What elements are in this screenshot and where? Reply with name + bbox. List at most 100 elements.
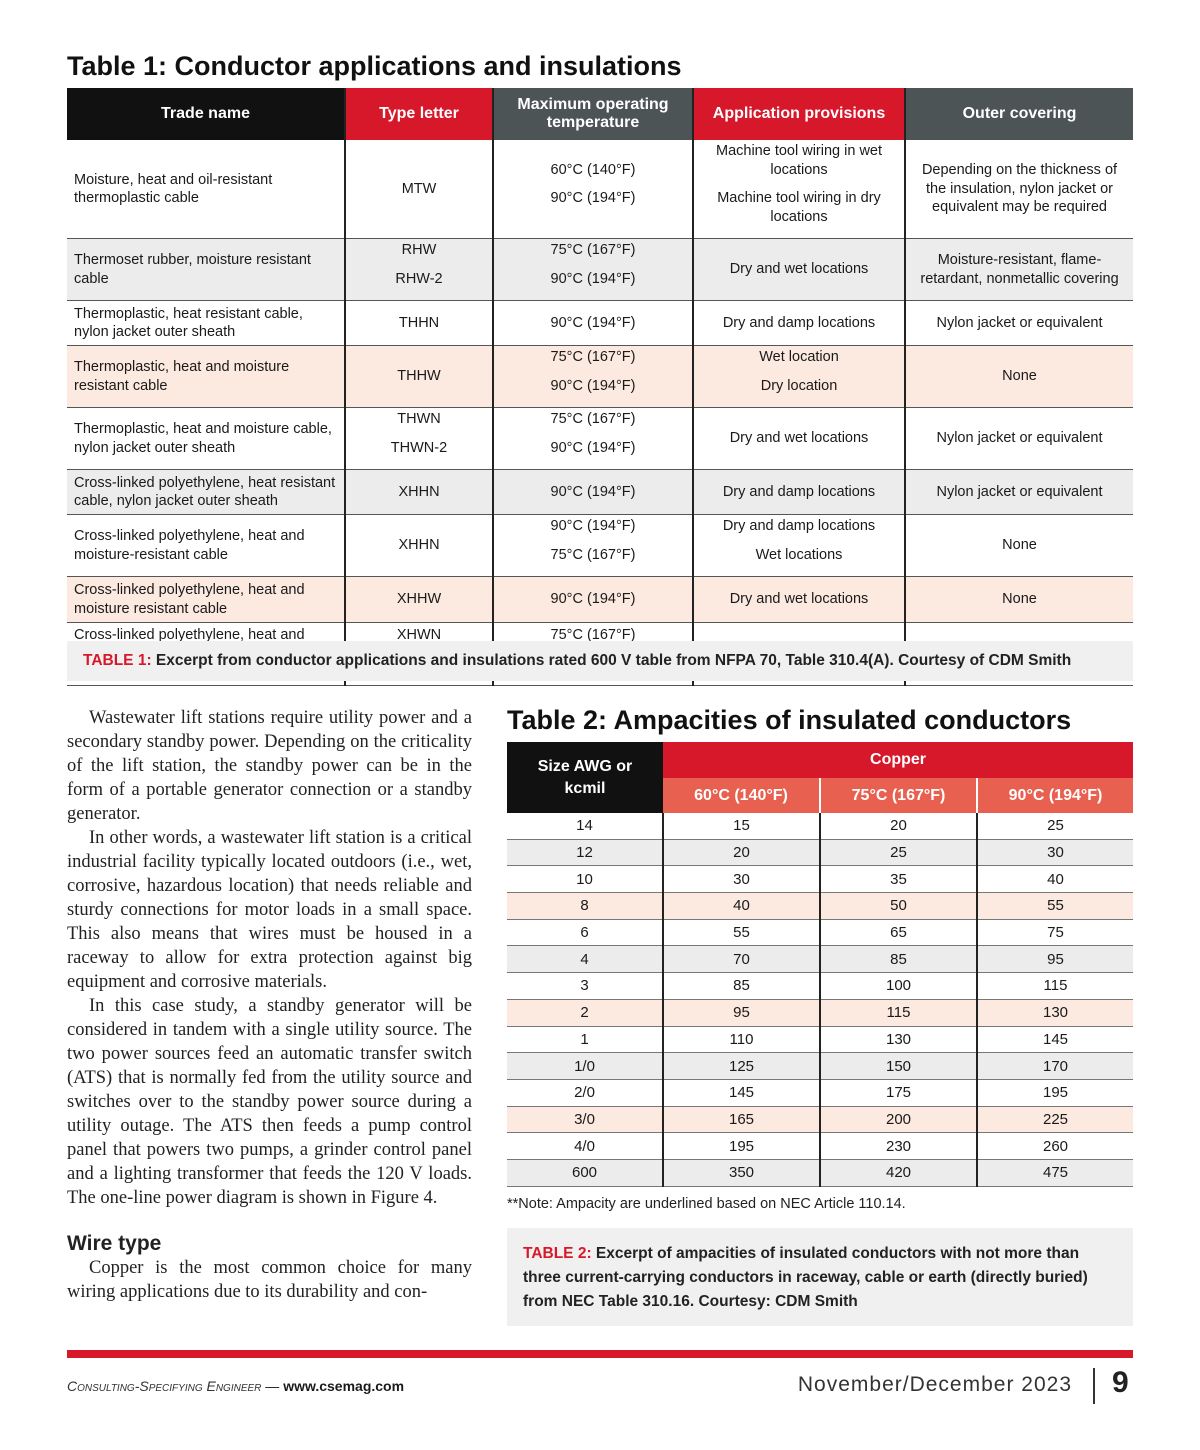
cell-line: Cross-linked polyethylene, heat resistan… xyxy=(74,474,336,510)
cell: 75°C (167°F) 90°C (194°F) xyxy=(492,238,693,301)
article: Wastewater lift stations require utility… xyxy=(67,706,472,1304)
table1-title: Table 1: Conductor applications and insu… xyxy=(67,51,682,81)
cell: 145 xyxy=(662,1079,820,1107)
cell-line: Dry and damp locations xyxy=(722,483,876,500)
cell: 350 xyxy=(662,1159,820,1187)
cell-line: Thermoplastic, heat resistant cable, nyl… xyxy=(74,305,303,341)
cell-line: 90°C (194°F) xyxy=(550,483,636,500)
cell: THWN THWN-2 xyxy=(344,407,493,470)
publication: Consulting-Specifying Engineer xyxy=(67,1378,262,1394)
cell-line: Dry location xyxy=(760,377,838,394)
row: 1 110 130 145 xyxy=(507,1026,1134,1054)
cell: 95 xyxy=(975,945,1134,974)
cell-line: Cross-linked polyethylene, heat and mois… xyxy=(74,582,305,617)
cell-line: Nylon jacket or equivalent xyxy=(936,483,1103,500)
cell-line: Dry and wet locations xyxy=(729,430,869,447)
cell-line: 90°C (194°F) xyxy=(550,377,636,394)
cell: Wet location Dry location xyxy=(692,345,905,408)
cell-line: 75°C (167°F) xyxy=(550,546,636,563)
cell: 170 xyxy=(975,1052,1134,1080)
cell: 225 xyxy=(975,1106,1134,1134)
caption-label: TABLE 1: xyxy=(83,652,152,669)
issue-date: November/December 2023 xyxy=(797,1373,1072,1396)
cell-line: None xyxy=(1002,368,1037,385)
paragraph: In this case study, a standby generator … xyxy=(67,996,472,1208)
cell: Cross-linked polyethylene, heat and mois… xyxy=(67,514,345,577)
cell-line: Nylon jacket or equivalent xyxy=(936,430,1103,447)
footer-left: Consulting-Specifying Engineer — www.cse… xyxy=(67,1378,404,1394)
cell-line: Machine tool wiring in dry locations xyxy=(717,190,881,225)
cell: 55 xyxy=(662,919,820,947)
cell-line: Cross-linked polyethylene, heat and mois… xyxy=(74,528,305,563)
cell: 2/0 xyxy=(507,1079,663,1107)
cell: 3 xyxy=(507,972,663,1000)
cell-line: Depending on the thickness of the insula… xyxy=(921,162,1118,216)
cell-line: THHN xyxy=(398,314,440,331)
cell: 15 xyxy=(662,813,820,840)
cell-line: THWN xyxy=(397,411,441,427)
cell-line: Moisture, heat and oil-resistant thermop… xyxy=(74,171,273,207)
cell: 4/0 xyxy=(507,1132,663,1160)
header-row: Trade name Type letter Maximum operating t… xyxy=(67,88,1133,140)
cell: 8 xyxy=(507,892,663,920)
cell: 175 xyxy=(819,1079,977,1107)
cell: 3/0 xyxy=(507,1106,663,1134)
cell: 14 xyxy=(507,813,663,840)
cell: 420 xyxy=(819,1159,977,1187)
cell-line: MTW xyxy=(401,180,437,197)
cell-line: XHHN xyxy=(398,537,440,554)
cell: Nylon jacket or equivalent xyxy=(904,300,1133,346)
cell-line: 90°C (194°F) xyxy=(550,270,636,287)
row: 6 55 65 75 xyxy=(507,919,1134,947)
caption-label: TABLE 2: xyxy=(523,1245,592,1262)
row: 1/0 125 150 170 xyxy=(507,1052,1134,1080)
cell: 12 xyxy=(507,839,663,867)
cell: 165 xyxy=(662,1106,820,1134)
row: 2 95 115 130 xyxy=(507,999,1134,1027)
cell: Dry and wet locations xyxy=(692,576,905,623)
caption-text: Excerpt from conductor applications and … xyxy=(155,652,1072,669)
header-cell: Application provisions xyxy=(692,88,905,140)
cell: None xyxy=(904,514,1133,577)
cell: 85 xyxy=(819,945,977,974)
cell: Nylon jacket or equivalent xyxy=(904,469,1133,515)
cell-line: Machine tool wiring in wet locations xyxy=(715,143,883,178)
cell-line: None xyxy=(1002,537,1037,554)
cell: None xyxy=(904,576,1133,623)
cell-line: 90°C (194°F) xyxy=(550,518,636,534)
cell: 130 xyxy=(819,1026,977,1054)
cell: 145 xyxy=(975,1026,1134,1054)
cell: 10 xyxy=(507,865,663,894)
header-row: 60°C (140°F) 75°C (167°F) 90°C (194°F) xyxy=(507,778,1134,813)
header-cell: Outer covering xyxy=(904,88,1133,140)
cell: Thermoplastic, heat resistant cable, nyl… xyxy=(67,300,345,346)
row: 2/0 145 175 195 xyxy=(507,1079,1134,1107)
cell-line: None xyxy=(1002,591,1037,608)
cell: 1/0 xyxy=(507,1052,663,1080)
cell: Nylon jacket or equivalent xyxy=(904,407,1133,470)
cell: 4 xyxy=(507,945,663,974)
table2-note: **Note: Ampacity are underlined based on… xyxy=(507,1196,906,1212)
row: Thermoset rubber, moisture resistant cab… xyxy=(67,238,1133,301)
cell: XHHW xyxy=(344,576,493,623)
cell: 475 xyxy=(975,1159,1134,1187)
paragraph: Wastewater lift stations require utility… xyxy=(67,708,472,824)
cell-line: Thermoplastic, heat and moisture resista… xyxy=(74,359,290,394)
url[interactable]: www.csemag.com xyxy=(283,1378,405,1394)
cell-line: THHW xyxy=(397,368,441,385)
cell: 35 xyxy=(819,865,977,894)
header-cell: Trade name xyxy=(67,88,345,140)
table1: Trade name Type letter Maximum operating t… xyxy=(67,88,1133,686)
cell: 260 xyxy=(975,1132,1134,1160)
cell: Dry and wet locations xyxy=(692,238,905,301)
table2-caption: TABLE 2: Excerpt of ampacities of insula… xyxy=(507,1228,1133,1326)
cell: 50 xyxy=(819,892,977,920)
row: Cross-linked polyethylene, heat and mois… xyxy=(67,514,1133,577)
row: Cross-linked polyethylene, heat resistan… xyxy=(67,469,1133,515)
row: 12 20 25 30 xyxy=(507,839,1134,867)
cell: 2 xyxy=(507,999,663,1027)
cell: 115 xyxy=(975,972,1134,1000)
cell-line: Thermoset rubber, moisture resistant cab… xyxy=(74,252,311,287)
header-cell: 75°C (167°F) xyxy=(819,778,977,813)
